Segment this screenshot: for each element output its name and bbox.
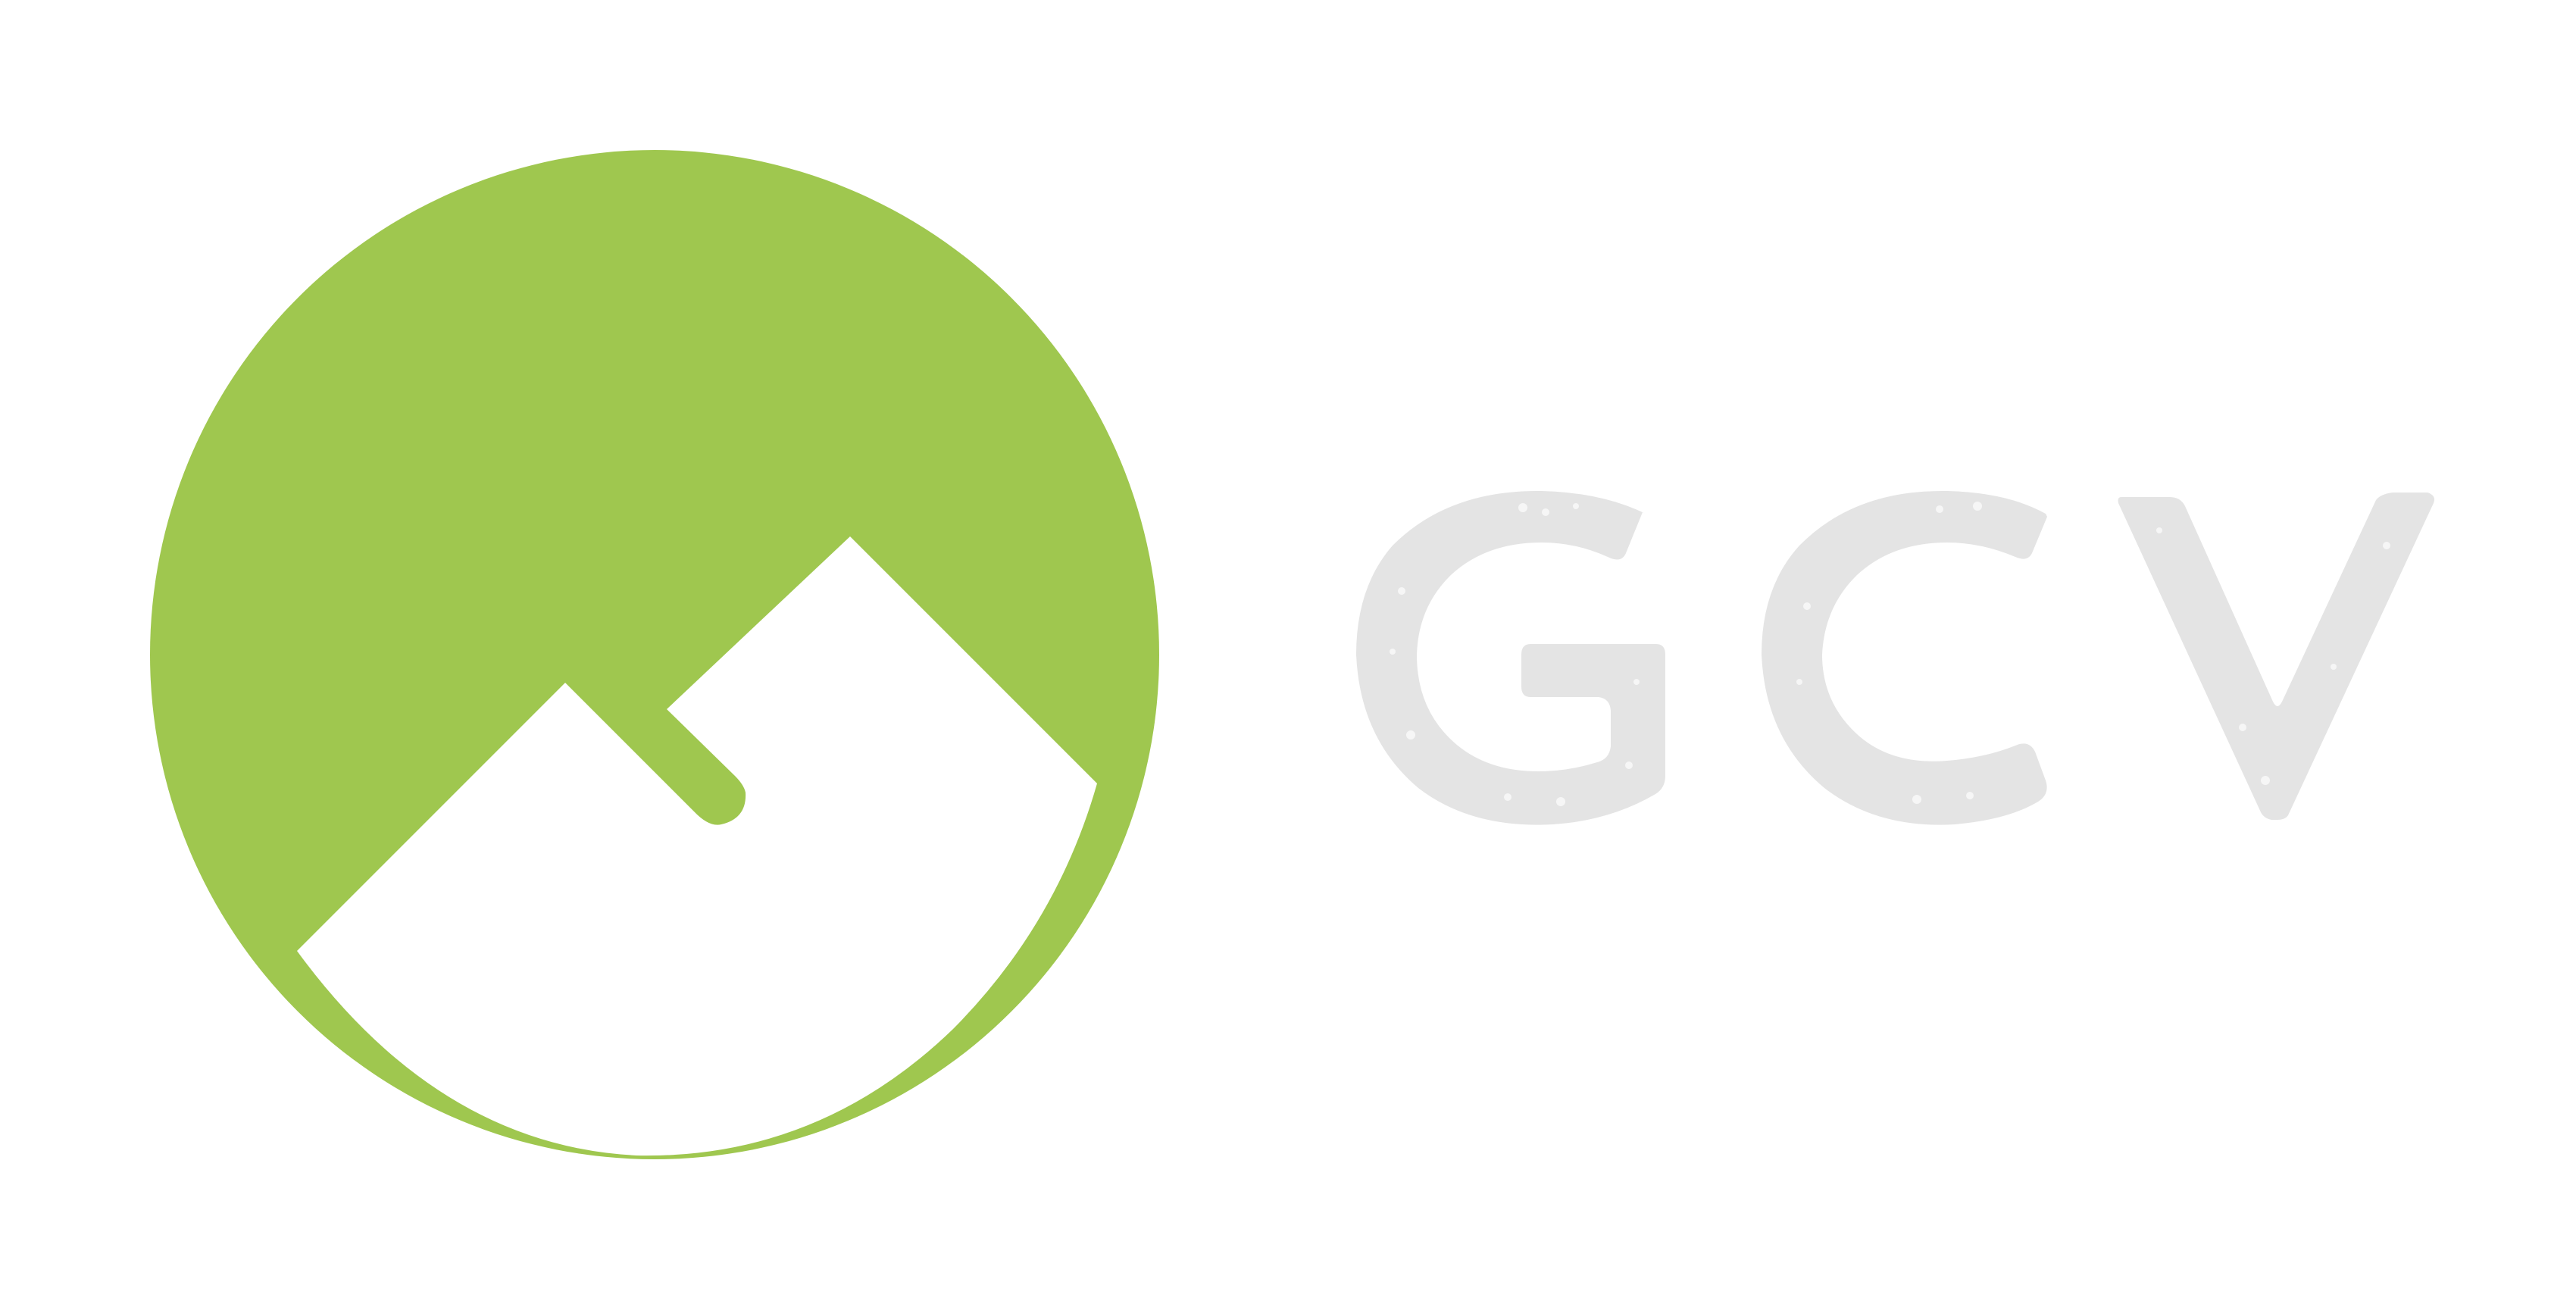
mountain-silhouette	[297, 536, 1097, 1156]
mountain-in-circle-icon	[150, 150, 1159, 1159]
wordmark-texture	[1390, 502, 2390, 806]
gcv-wordmark	[1356, 490, 2434, 825]
wordmark-letter-v	[2118, 493, 2434, 820]
wordmark-letter-c	[1762, 490, 2047, 825]
wordmark-letter-g	[1356, 490, 1665, 825]
